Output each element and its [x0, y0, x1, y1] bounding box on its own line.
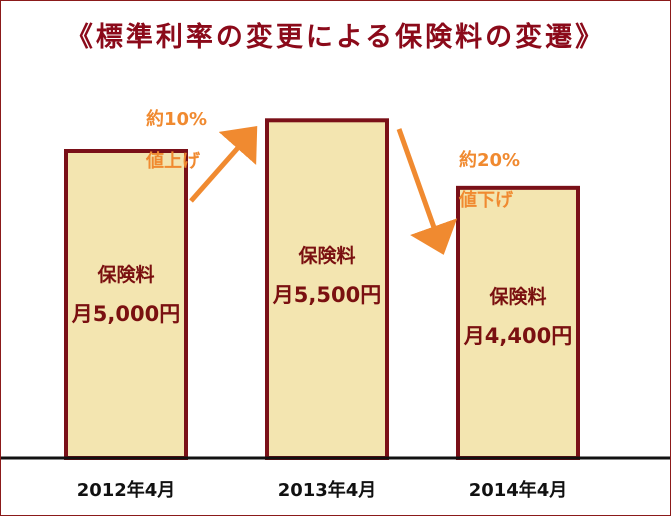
- bar-2014: [456, 185, 580, 460]
- increase-arrow: [189, 126, 258, 203]
- annotation-decrease-label: 値下げ: [459, 190, 513, 211]
- bar-value-2013: 月5,500円: [272, 283, 382, 308]
- annotation-increase-label: 値上げ: [146, 151, 200, 172]
- annotation-increase-percent: 約10%: [146, 109, 208, 130]
- bar-title-2014: 保険料: [489, 285, 547, 308]
- decrease-arrow: [396, 128, 458, 255]
- bar-title-2012: 保険料: [97, 263, 155, 286]
- bar-2012: [64, 149, 188, 460]
- category-label-2014: 2014年4月: [468, 480, 568, 501]
- bar-value-2014: 月4,400円: [463, 323, 573, 348]
- bar-value-2012: 月5,000円: [71, 301, 181, 326]
- annotation-decrease-percent: 約20%: [459, 150, 521, 171]
- bar-2013: [265, 118, 389, 461]
- bar-title-2013: 保険料: [298, 245, 356, 268]
- chart-title: 《標準利率の変更による保険料の変遷》: [65, 22, 606, 53]
- category-label-2012: 2012年4月: [76, 480, 176, 501]
- category-label-2013: 2013年4月: [277, 480, 377, 501]
